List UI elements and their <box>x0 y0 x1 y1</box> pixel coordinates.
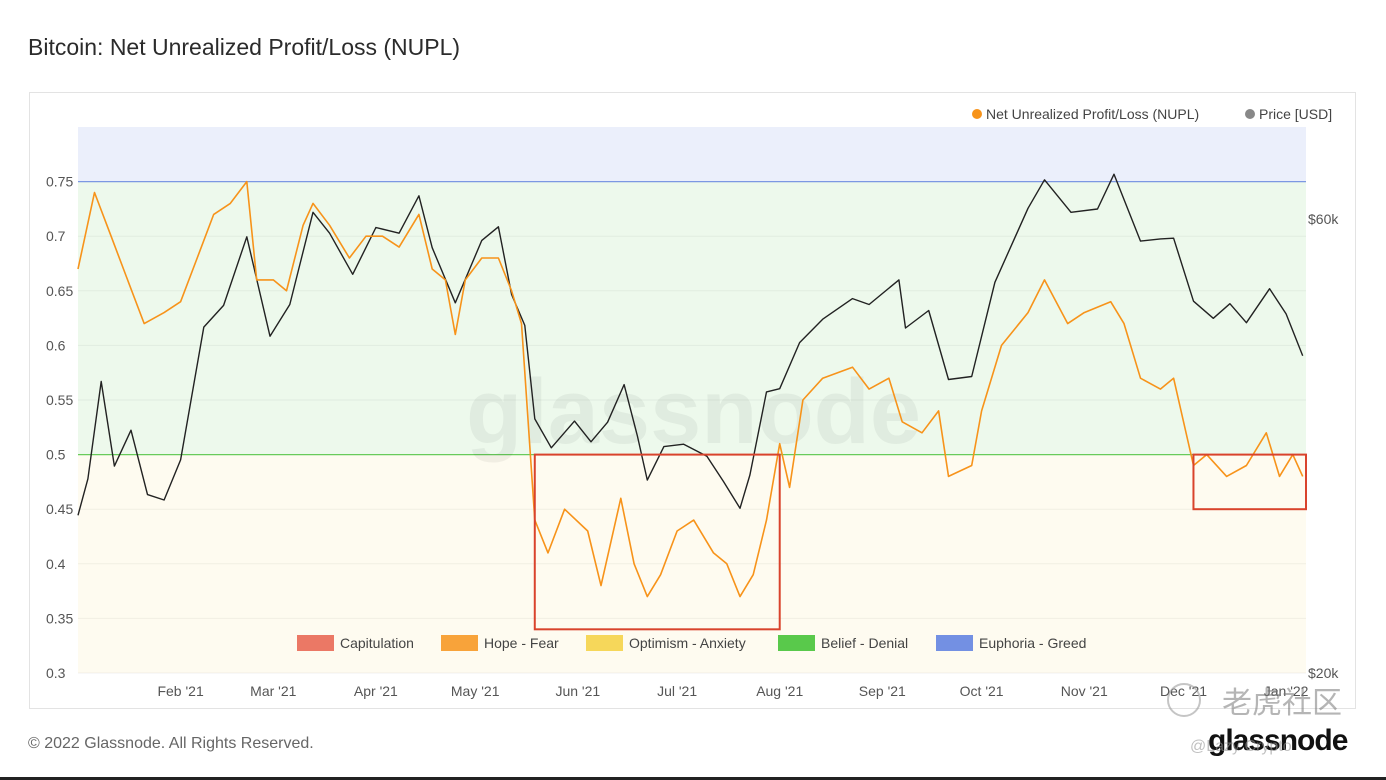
highlight-box <box>533 453 781 631</box>
zone-label: Euphoria - Greed <box>979 635 1086 651</box>
x-tick-label: Feb '21 <box>157 683 203 699</box>
nupl-chart: 0.3 0.35 0.4 0.45 0.5 0.55 0.6 0.65 0.7 0.75 $20k $… <box>46 106 1339 699</box>
zone-swatch <box>936 635 973 651</box>
glassnode-watermark: glassnode <box>466 361 921 463</box>
bottom-divider <box>0 777 1386 780</box>
x-tick-label: Nov '21 <box>1061 683 1108 699</box>
x-tick-label: Jun '21 <box>555 683 600 699</box>
y-tick-label: 0.3 <box>46 665 66 681</box>
legend-dot-icon <box>1245 109 1255 119</box>
price-tick-label: $20k <box>1308 665 1339 681</box>
y-tick-label: 0.75 <box>46 174 73 190</box>
overlay-username: @Lazy Crypto <box>1190 738 1292 755</box>
x-tick-label: Jan '22 <box>1264 683 1309 699</box>
zone-optimism-anxiety <box>78 454 1306 673</box>
y-tick-label: 0.7 <box>46 228 66 244</box>
legend-dot-icon <box>972 109 982 119</box>
nupl-line <box>77 180 1304 598</box>
zone-swatch <box>586 635 623 651</box>
x-tick-label: May '21 <box>451 683 500 699</box>
y-tick-label: 0.5 <box>46 447 66 463</box>
y-tick-label: 0.4 <box>46 556 66 572</box>
x-tick-label: Apr '21 <box>354 683 398 699</box>
zone-label: Belief - Denial <box>821 635 908 651</box>
x-tick-label: Aug '21 <box>756 683 803 699</box>
page-title: Bitcoin: Net Unrealized Profit/Loss (NUP… <box>28 34 461 60</box>
copyright-footer: © 2022 Glassnode. All Rights Reserved. <box>28 735 314 752</box>
x-tick-label: Oct '21 <box>960 683 1004 699</box>
zone-swatch <box>778 635 815 651</box>
overlay-watermark: 老虎社区 <box>1222 687 1342 720</box>
y-tick-label: 0.45 <box>46 501 73 517</box>
legend-label: Net Unrealized Profit/Loss (NUPL) <box>986 106 1199 122</box>
x-tick-label: Sep '21 <box>859 683 906 699</box>
chart-panel: 0.3 0.35 0.4 0.45 0.5 0.55 0.6 0.65 0.7 0.75 $20k $… <box>29 92 1356 709</box>
y-tick-label: 0.55 <box>46 392 73 408</box>
zone-belief-denial <box>78 181 1306 455</box>
zone-swatch <box>297 635 334 651</box>
price-tick-label: $60k <box>1308 211 1339 227</box>
x-tick-label: Jul '21 <box>657 683 697 699</box>
zone-euphoria-greed <box>78 127 1306 182</box>
tiger-logo-icon <box>1167 683 1201 717</box>
price-line <box>77 173 1304 516</box>
y-tick-label: 0.65 <box>46 283 73 299</box>
brand-logo: glassnode <box>1208 724 1348 757</box>
y-tick-label: 0.35 <box>46 610 73 626</box>
highlight-box <box>1192 453 1308 511</box>
zone-swatch <box>441 635 478 651</box>
legend-label: Price [USD] <box>1259 106 1332 122</box>
zone-label: Optimism - Anxiety <box>629 635 746 651</box>
x-tick-label: Mar '21 <box>250 683 296 699</box>
zone-label: Hope - Fear <box>484 635 559 651</box>
y-tick-label: 0.6 <box>46 337 66 353</box>
zone-label: Capitulation <box>340 635 414 651</box>
